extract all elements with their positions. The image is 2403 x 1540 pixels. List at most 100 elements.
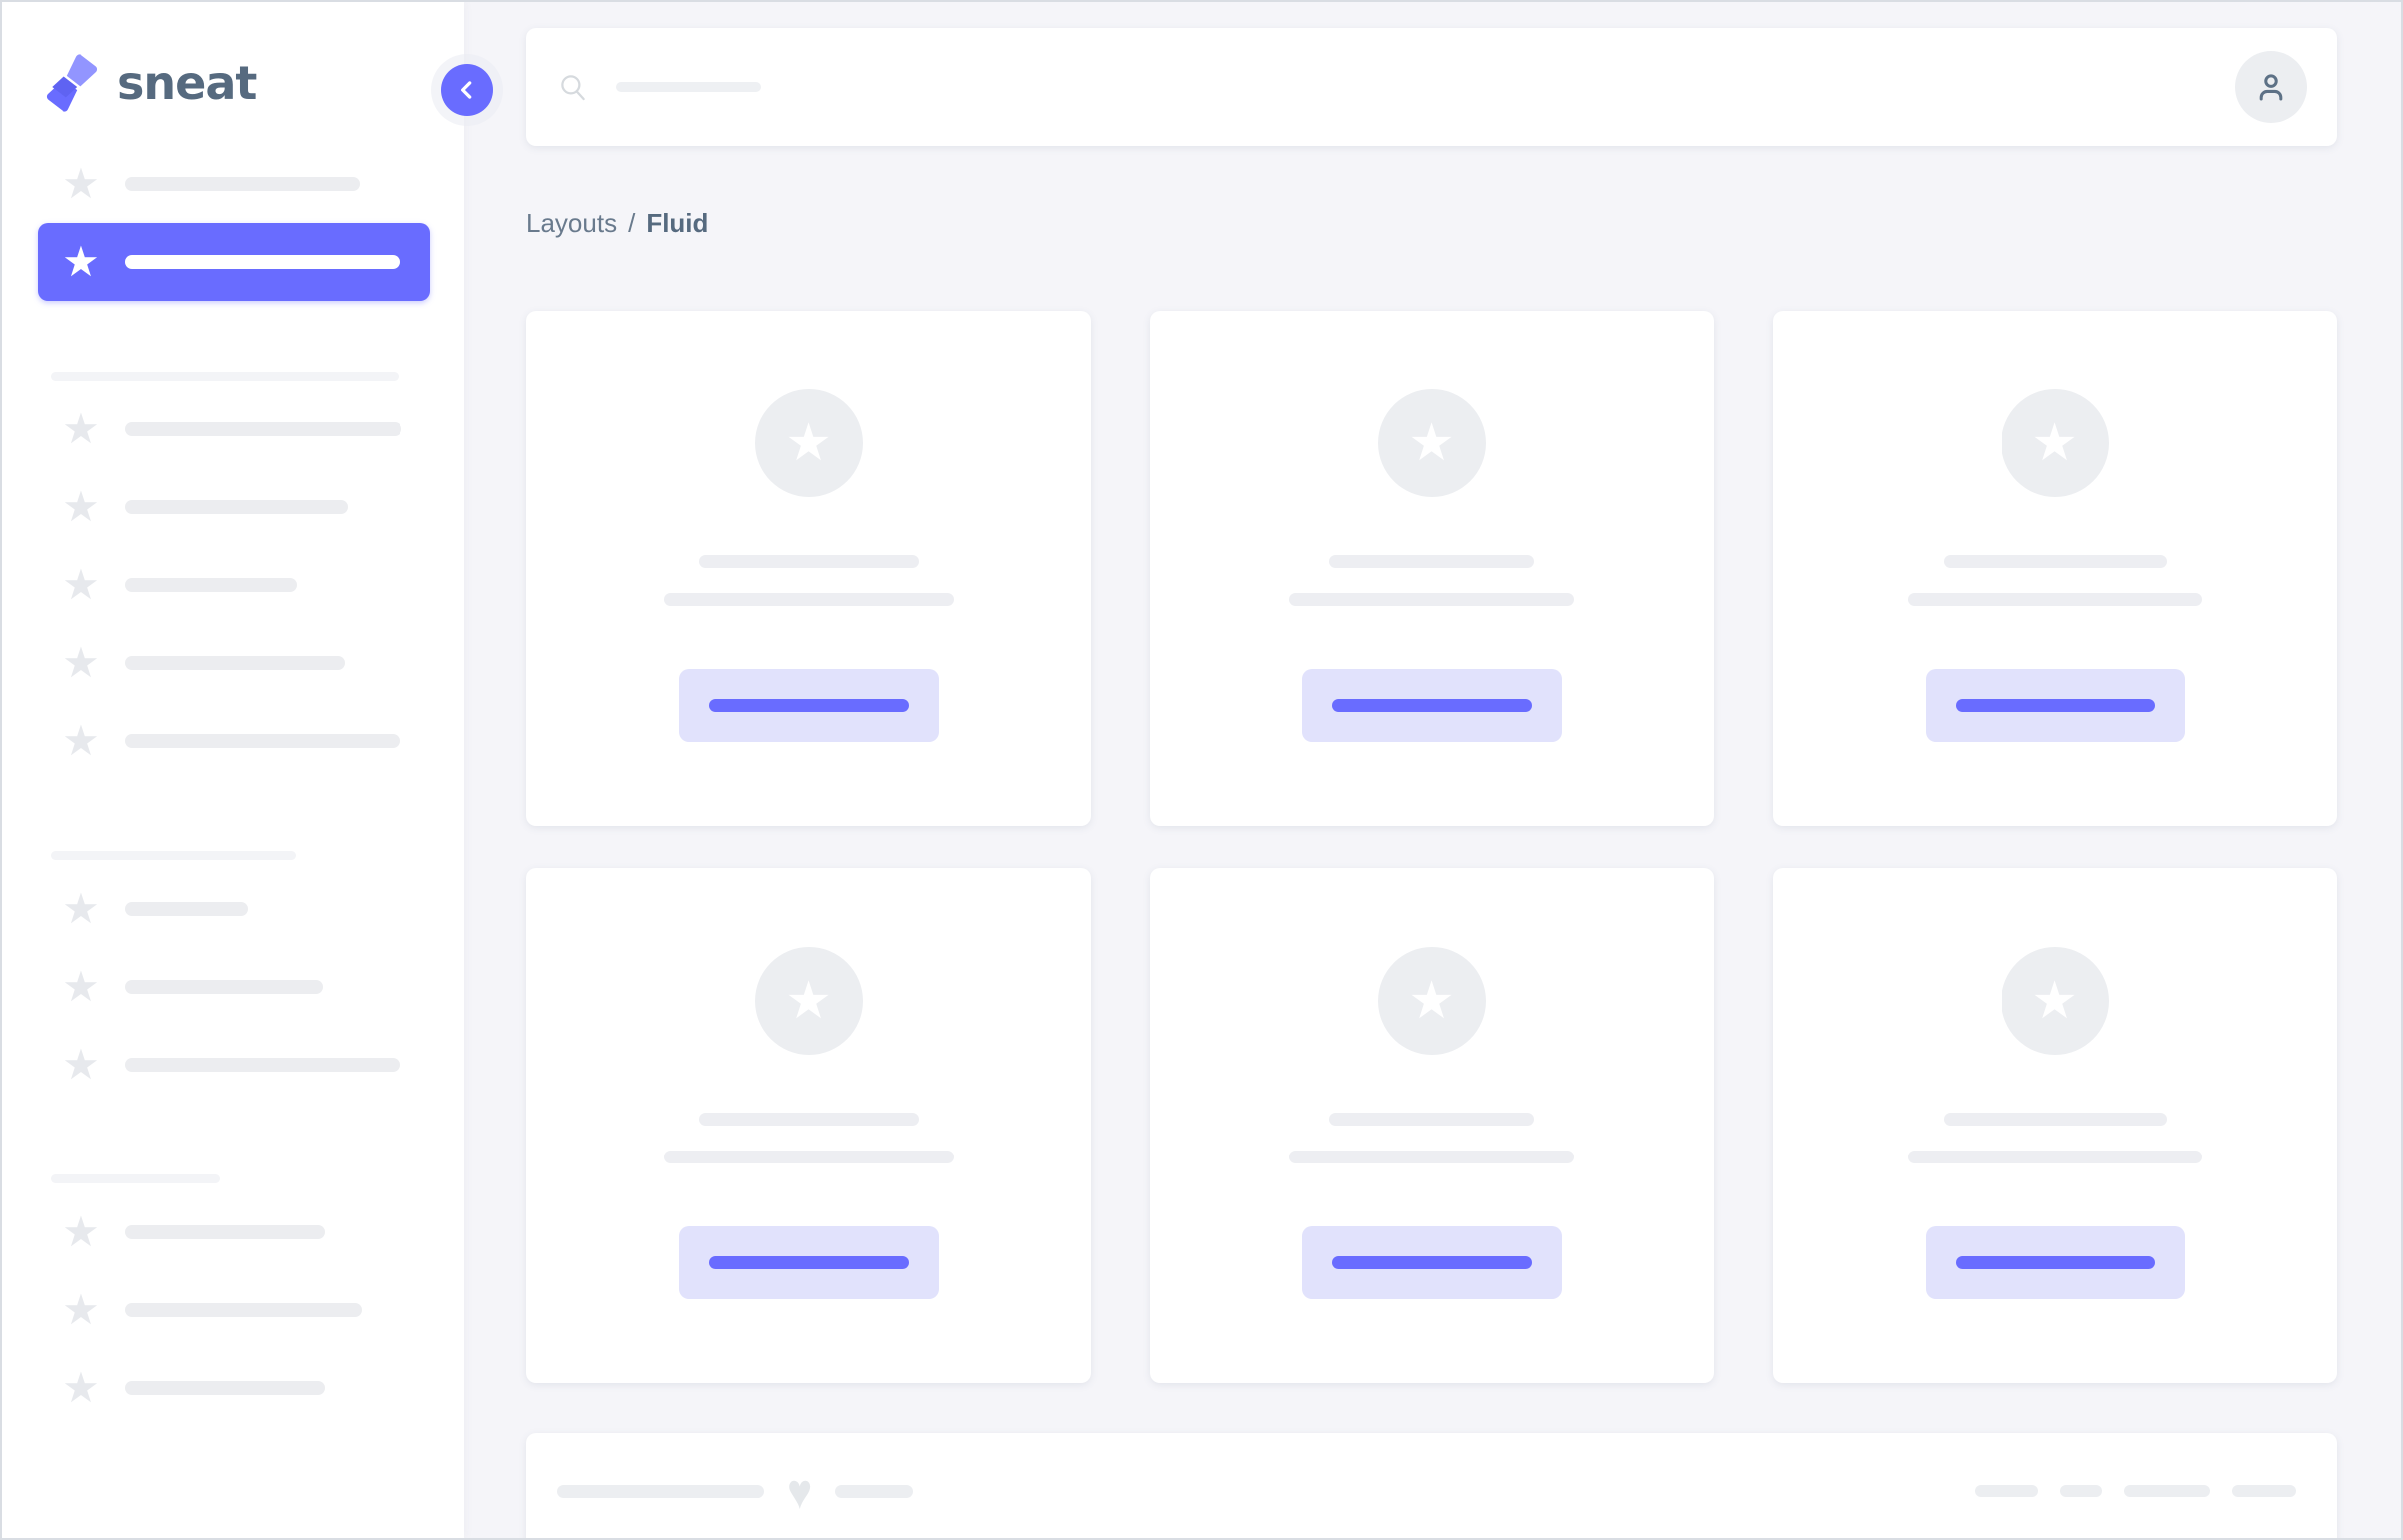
card-title-skeleton <box>1329 1113 1534 1126</box>
sidebar-item[interactable]: ★ <box>2 1271 464 1349</box>
sidebar-item[interactable]: ★ <box>2 1193 464 1271</box>
star-icon: ★ <box>62 963 100 1010</box>
placeholder-card: ★ <box>526 868 1091 1383</box>
placeholder-card: ★ <box>1150 311 1714 826</box>
placeholder-card: ★ <box>1773 868 2337 1383</box>
star-icon: ★ <box>62 483 100 530</box>
sidebar: sneat ★ ★ ★ ★ ★ ★ ★ ★ ★ ★ ★ ★ ★ <box>2 2 464 1538</box>
star-icon: ★ <box>62 160 100 207</box>
logo-text: sneat <box>117 55 257 110</box>
menu-label-skeleton <box>125 1058 400 1072</box>
breadcrumb-current: Fluid <box>646 208 709 238</box>
card-title-skeleton <box>1943 555 2167 568</box>
card-title-skeleton <box>1329 555 1534 568</box>
card-avatar-circle: ★ <box>754 947 863 1055</box>
sidebar-item[interactable]: ★ <box>2 390 464 468</box>
user-avatar[interactable] <box>2235 51 2307 123</box>
card-avatar-circle: ★ <box>2001 389 2109 497</box>
menu-label-skeleton <box>125 255 400 269</box>
card-text-skeleton <box>663 593 954 606</box>
menu-label-skeleton <box>125 578 297 592</box>
sidebar-item[interactable]: ★ <box>2 870 464 948</box>
sidebar-item[interactable]: ★ <box>2 1026 464 1104</box>
star-icon: ★ <box>62 885 100 932</box>
button-label-skeleton <box>1955 1256 2155 1269</box>
card-action-button[interactable] <box>678 1226 939 1299</box>
card-text-skeleton <box>1908 1151 2202 1163</box>
card-text-skeleton <box>663 1151 954 1163</box>
footer-link-skeleton <box>1975 1485 2038 1497</box>
placeholder-card: ★ <box>1773 311 2337 826</box>
sidebar-item[interactable]: ★ <box>2 1349 464 1427</box>
menu-section-header-skeleton <box>51 372 399 381</box>
menu-label-skeleton <box>125 1303 362 1317</box>
star-icon: ★ <box>2031 972 2078 1030</box>
button-label-skeleton <box>1955 699 2155 712</box>
star-icon: ★ <box>62 405 100 452</box>
placeholder-card: ★ <box>1150 868 1714 1383</box>
star-icon: ★ <box>1408 972 1455 1030</box>
sidebar-item[interactable]: ★ <box>2 624 464 702</box>
footer-link-skeleton <box>2124 1485 2210 1497</box>
breadcrumb: Layouts / Fluid <box>526 208 2337 239</box>
card-avatar-circle: ★ <box>1377 389 1486 497</box>
sidebar-item[interactable]: ★ <box>2 145 464 223</box>
breadcrumb-section[interactable]: Layouts <box>526 208 618 238</box>
card-action-button[interactable] <box>1301 669 1562 742</box>
sidebar-item-active[interactable]: ★ <box>38 223 430 301</box>
logo[interactable]: sneat <box>2 2 464 145</box>
footer-right-group <box>1975 1465 2296 1517</box>
star-icon: ★ <box>62 561 100 608</box>
card-avatar-circle: ★ <box>2001 947 2109 1055</box>
main-area: Layouts / Fluid ★ ★ ★ ★ ★ ★ ♥ <box>464 2 2401 1538</box>
sidebar-item[interactable]: ★ <box>2 948 464 1026</box>
card-text-skeleton <box>1908 593 2202 606</box>
footer-link-skeleton <box>2060 1485 2102 1497</box>
star-icon: ★ <box>1408 414 1455 472</box>
search-placeholder-skeleton <box>616 82 761 92</box>
sidebar-item[interactable]: ★ <box>2 546 464 624</box>
star-icon: ★ <box>2031 414 2078 472</box>
card-action-button[interactable] <box>1925 669 2185 742</box>
card-action-button[interactable] <box>678 669 939 742</box>
star-icon: ★ <box>785 972 832 1030</box>
sidebar-menu: ★ ★ ★ ★ ★ ★ ★ ★ ★ ★ ★ ★ ★ <box>2 145 464 1427</box>
star-icon: ★ <box>62 717 100 764</box>
footer-text-skeleton <box>835 1484 914 1498</box>
button-label-skeleton <box>1331 1256 1532 1269</box>
navbar <box>526 28 2337 146</box>
card-action-button[interactable] <box>1925 1226 2185 1299</box>
cards-grid: ★ ★ ★ ★ ★ ★ <box>526 311 2337 1383</box>
sidebar-item[interactable]: ★ <box>2 702 464 780</box>
footer-text-skeleton <box>557 1484 764 1498</box>
footer-link-skeleton <box>2232 1485 2296 1497</box>
star-icon: ★ <box>62 1208 100 1255</box>
menu-label-skeleton <box>125 422 401 436</box>
search-icon <box>561 75 585 101</box>
menu-label-skeleton <box>125 902 248 916</box>
menu-label-skeleton <box>125 734 400 748</box>
sidebar-item[interactable]: ★ <box>2 468 464 546</box>
button-label-skeleton <box>708 699 909 712</box>
card-text-skeleton <box>1289 593 1574 606</box>
menu-label-skeleton <box>125 177 360 191</box>
menu-label-skeleton <box>125 1381 325 1395</box>
breadcrumb-separator: / <box>628 208 636 238</box>
card-action-button[interactable] <box>1301 1226 1562 1299</box>
global-search[interactable] <box>556 70 2235 104</box>
user-icon <box>2259 74 2283 101</box>
sidebar-collapse-button[interactable] <box>441 64 493 116</box>
star-icon: ★ <box>62 639 100 686</box>
star-icon: ★ <box>785 414 832 472</box>
menu-label-skeleton <box>125 656 345 670</box>
card-title-skeleton <box>698 555 919 568</box>
menu-label-skeleton <box>125 980 323 994</box>
button-label-skeleton <box>1331 699 1532 712</box>
card-avatar-circle: ★ <box>754 389 863 497</box>
chevron-left-icon <box>461 81 472 99</box>
menu-label-skeleton <box>125 1225 325 1239</box>
card-text-skeleton <box>1289 1151 1574 1163</box>
menu-section-header-skeleton <box>51 851 296 860</box>
star-icon: ★ <box>62 1364 100 1411</box>
